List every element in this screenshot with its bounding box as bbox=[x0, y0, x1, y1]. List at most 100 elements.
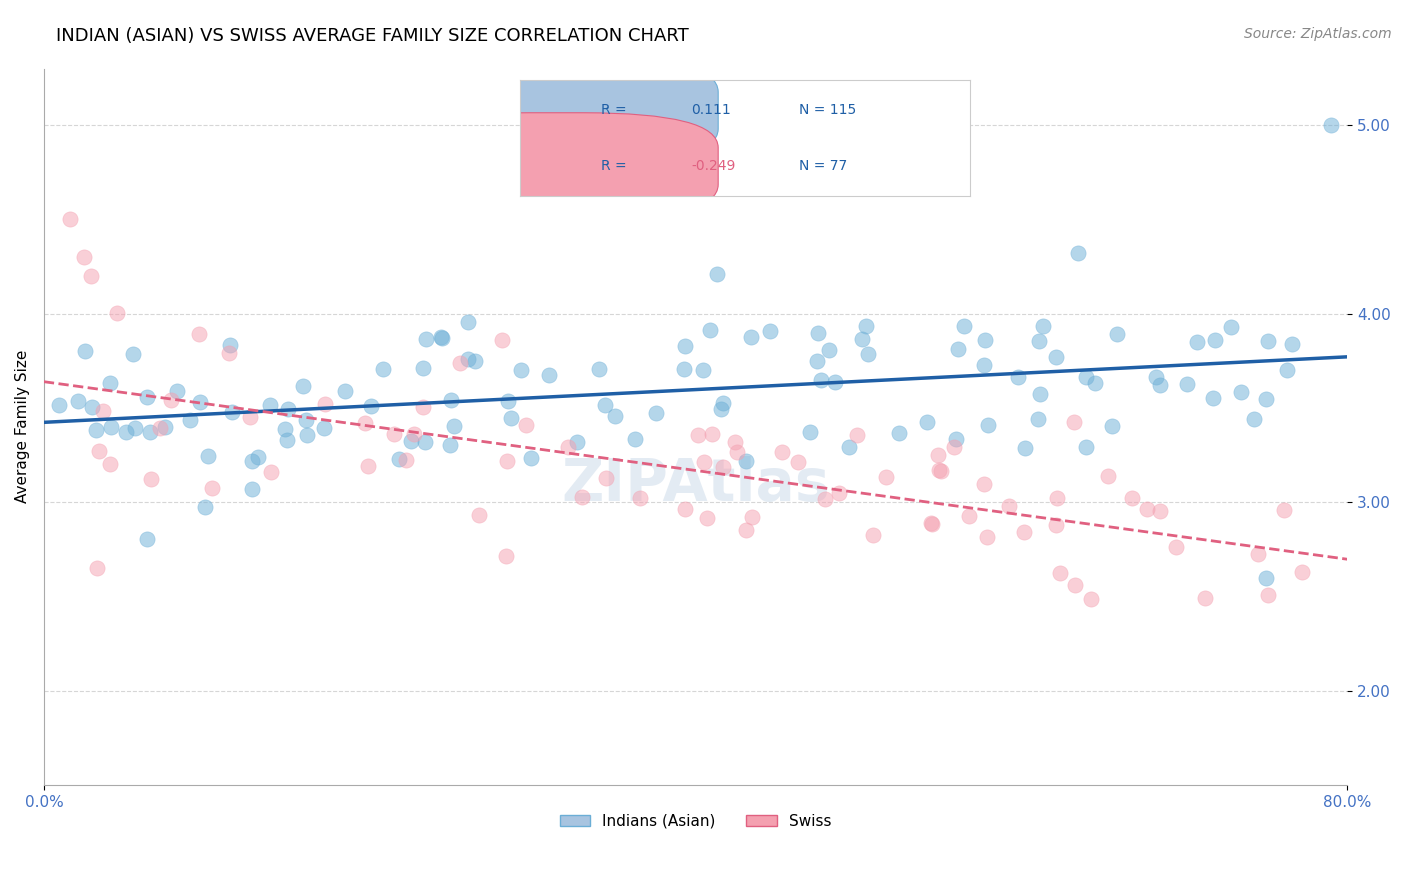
Point bbox=[813, 491, 835, 506]
Point bbox=[700, 427, 723, 442]
Point bbox=[247, 450, 270, 464]
Point bbox=[734, 524, 756, 538]
Text: R =: R = bbox=[602, 103, 627, 118]
Point bbox=[354, 416, 377, 430]
Point bbox=[1049, 566, 1071, 581]
Point bbox=[98, 376, 121, 391]
Point bbox=[799, 425, 821, 439]
Point bbox=[741, 510, 763, 524]
Point bbox=[84, 423, 107, 437]
Point bbox=[711, 396, 734, 410]
Point bbox=[260, 466, 283, 480]
Point bbox=[1164, 540, 1187, 554]
Point bbox=[672, 362, 695, 376]
Point bbox=[706, 268, 728, 282]
Point bbox=[277, 401, 299, 416]
Point bbox=[430, 330, 453, 344]
Point bbox=[1101, 418, 1123, 433]
Point bbox=[1254, 571, 1277, 585]
Point bbox=[759, 324, 782, 338]
Point bbox=[82, 401, 104, 415]
Point bbox=[79, 268, 101, 283]
Point bbox=[740, 329, 762, 343]
Point bbox=[468, 508, 491, 522]
Point bbox=[115, 425, 138, 439]
Point bbox=[430, 331, 453, 345]
Point bbox=[221, 405, 243, 419]
Point bbox=[943, 440, 966, 454]
Point bbox=[520, 451, 543, 466]
Point bbox=[1185, 335, 1208, 350]
Point bbox=[856, 347, 879, 361]
Text: Source: ZipAtlas.com: Source: ZipAtlas.com bbox=[1244, 27, 1392, 41]
Point bbox=[1144, 369, 1167, 384]
Point bbox=[1032, 318, 1054, 333]
Point bbox=[93, 403, 115, 417]
Point bbox=[1121, 491, 1143, 506]
Point bbox=[59, 212, 82, 227]
Point bbox=[515, 417, 537, 432]
Point bbox=[595, 471, 617, 485]
Point bbox=[509, 363, 531, 377]
Point bbox=[122, 347, 145, 361]
Point bbox=[628, 491, 651, 505]
Point bbox=[159, 392, 181, 407]
Point bbox=[105, 306, 128, 320]
Point bbox=[974, 334, 997, 348]
Text: INDIAN (ASIAN) VS SWISS AVERAGE FAMILY SIZE CORRELATION CHART: INDIAN (ASIAN) VS SWISS AVERAGE FAMILY S… bbox=[56, 27, 689, 45]
Point bbox=[927, 448, 949, 462]
Point bbox=[73, 250, 96, 264]
Point bbox=[565, 435, 588, 450]
Point bbox=[838, 440, 860, 454]
Point bbox=[333, 384, 356, 398]
Y-axis label: Average Family Size: Average Family Size bbox=[15, 351, 30, 503]
Text: ZIPAtlas: ZIPAtlas bbox=[561, 456, 830, 513]
Point bbox=[1026, 412, 1049, 426]
Point bbox=[1014, 441, 1036, 455]
Point bbox=[735, 454, 758, 468]
Point bbox=[571, 490, 593, 504]
Point bbox=[1045, 350, 1067, 364]
Point bbox=[382, 427, 405, 442]
Point bbox=[440, 392, 463, 407]
Point bbox=[179, 413, 201, 427]
Point bbox=[1149, 378, 1171, 392]
Point bbox=[48, 398, 70, 412]
Point bbox=[1136, 502, 1159, 516]
Point bbox=[89, 443, 111, 458]
Point bbox=[67, 394, 90, 409]
Point bbox=[973, 358, 995, 372]
Point bbox=[921, 516, 943, 531]
Point bbox=[1204, 333, 1226, 347]
Point bbox=[149, 421, 172, 435]
Point bbox=[139, 473, 162, 487]
Point bbox=[1257, 334, 1279, 349]
Point bbox=[1257, 588, 1279, 602]
Point bbox=[457, 315, 479, 329]
Point bbox=[1084, 376, 1107, 390]
Point bbox=[827, 486, 849, 500]
Point bbox=[693, 455, 716, 469]
Point bbox=[496, 454, 519, 468]
Point bbox=[360, 400, 382, 414]
Point bbox=[295, 413, 318, 427]
Point bbox=[624, 432, 647, 446]
Point bbox=[194, 500, 217, 515]
Point bbox=[1149, 504, 1171, 518]
Point bbox=[1291, 565, 1313, 579]
Point bbox=[1243, 412, 1265, 426]
Point bbox=[928, 463, 950, 477]
Point bbox=[357, 458, 380, 473]
Point bbox=[976, 529, 998, 543]
Text: N = 77: N = 77 bbox=[799, 159, 848, 173]
Point bbox=[499, 411, 522, 425]
Point bbox=[136, 391, 159, 405]
Point bbox=[1064, 578, 1087, 592]
Point bbox=[402, 427, 425, 442]
Point bbox=[73, 344, 96, 359]
Point bbox=[1272, 503, 1295, 517]
Point bbox=[875, 470, 897, 484]
Point bbox=[312, 420, 335, 434]
Point bbox=[710, 402, 733, 417]
Point bbox=[807, 326, 830, 340]
